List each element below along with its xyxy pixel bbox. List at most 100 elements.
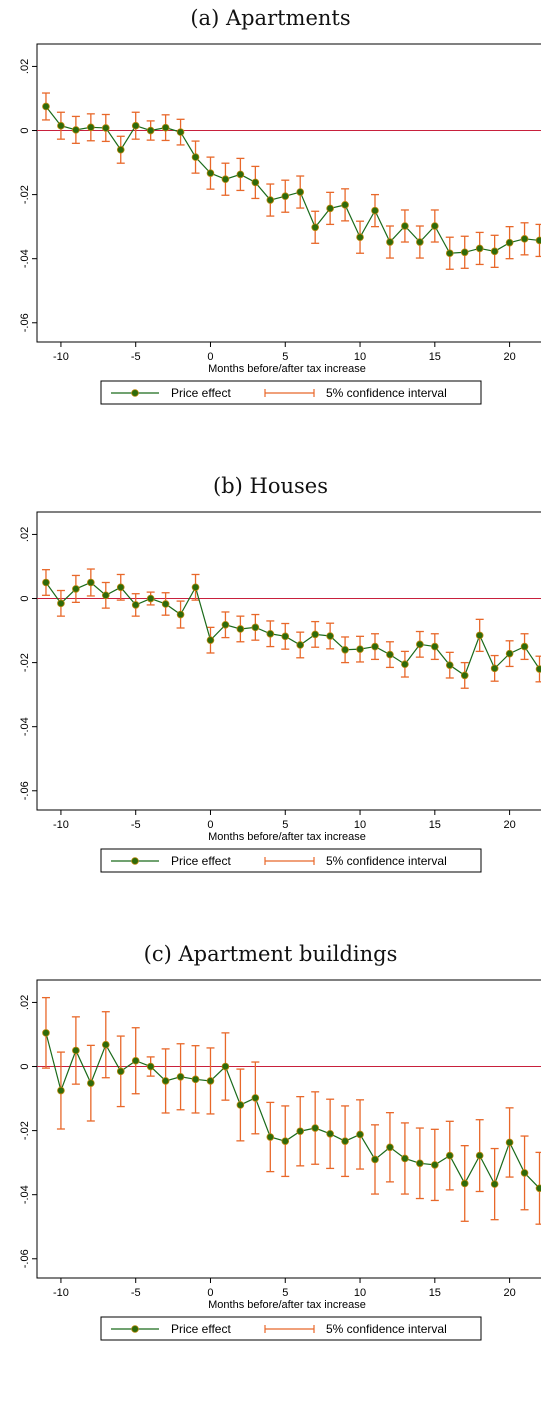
price-effect-point [87, 578, 95, 587]
price-effect-point [42, 102, 50, 111]
price-effect-point [341, 1137, 349, 1145]
y-tick-label: .02 [19, 59, 31, 74]
x-tick-label: 0 [207, 1287, 213, 1299]
price-effect-point [281, 1137, 290, 1145]
plot-area [37, 568, 541, 689]
price-effect-point [176, 128, 185, 136]
x-tick-label: 20 [503, 351, 515, 363]
y-tick-label: 0 [19, 595, 31, 601]
y-tick-label: 0 [19, 1063, 31, 1069]
panel-houses: (b) Houses .02 0 -.02 -.04 -.06 -10 -5 0 5 10 15 20… [0, 468, 541, 936]
price-effect-point [535, 665, 541, 673]
price-effect-point [490, 247, 499, 256]
price-effect-point [72, 585, 80, 593]
price-effect-point [311, 1124, 319, 1132]
price-effect-point [520, 235, 529, 243]
price-effect-point [416, 238, 424, 246]
price-effect-point [251, 178, 260, 187]
price-effect-line [45, 581, 540, 677]
x-tick-label: 20 [503, 1287, 515, 1299]
price-effect-point [311, 630, 319, 639]
legend-label-price-effect: Price effect [171, 386, 231, 400]
price-effect-point [416, 1159, 424, 1168]
price-effect-point [281, 192, 290, 201]
y-tick-label: -.02 [19, 1121, 31, 1140]
price-effect-point [101, 591, 110, 600]
price-effect-point [356, 645, 364, 653]
price-effect-point [161, 1077, 170, 1085]
price-effect-point [221, 1062, 230, 1071]
chart-apartments: .02 0 -.02 -.04 -.06 -10 -5 0 5 10 15 20 Months befo… [19, 43, 541, 405]
x-tick-label: -10 [53, 819, 69, 831]
price-effect-point [505, 649, 514, 658]
price-effect-point [460, 671, 469, 680]
chart-title: (a) Apartments [190, 6, 351, 30]
price-effect-point [42, 1029, 50, 1037]
price-effect-point [356, 233, 364, 242]
x-tick-label: 10 [354, 819, 366, 831]
chart-title: (c) Apartment buildings [143, 942, 398, 966]
y-tick-label: .02 [19, 527, 31, 542]
price-effect-point [161, 123, 170, 132]
price-effect-point [236, 170, 245, 179]
price-effect-point [535, 1184, 541, 1193]
price-effect-point [116, 1067, 125, 1076]
price-effect-point [42, 578, 50, 587]
chart-title: (b) Houses [213, 474, 328, 498]
price-effect-point [57, 599, 65, 608]
price-effect-point [460, 1179, 469, 1188]
price-effect-point [311, 223, 319, 232]
legend-label-ci: 5% confidence interval [326, 1322, 447, 1336]
price-effect-point [57, 1086, 65, 1095]
x-tick-label: 10 [354, 351, 366, 363]
price-effect-point [191, 583, 200, 592]
x-tick-label: -5 [131, 1287, 141, 1299]
y-tick-label: -.06 [19, 313, 31, 332]
plot-frame [36, 979, 541, 1279]
x-tick-label: 15 [429, 1287, 441, 1299]
x-tick-label: 5 [282, 1287, 288, 1299]
price-effect-point [131, 1056, 140, 1065]
legend-marker-swatch [131, 857, 139, 865]
price-effect-point [146, 594, 155, 603]
price-effect-point [131, 601, 140, 609]
price-effect-point [72, 1046, 80, 1055]
price-effect-point [535, 236, 541, 245]
price-effect-point [326, 632, 334, 640]
y-tick-label: -.02 [19, 653, 31, 672]
price-effect-point [57, 121, 65, 130]
price-effect-point [72, 126, 80, 134]
price-effect-point [206, 636, 215, 644]
legend: Price effect 5% confidence interval [100, 380, 482, 405]
legend-label-price-effect: Price effect [171, 854, 231, 868]
plot-area [37, 92, 541, 270]
legend-marker-swatch [131, 1325, 139, 1333]
x-tick-label: 15 [429, 819, 441, 831]
price-effect-point [475, 631, 484, 640]
price-effect-point [356, 1130, 364, 1139]
price-effect-point [401, 660, 409, 669]
price-effect-point [161, 600, 170, 608]
price-effect-point [326, 204, 334, 213]
price-effect-point [296, 1127, 305, 1136]
price-effect-point [490, 1180, 499, 1188]
legend-marker-swatch [131, 389, 139, 397]
x-tick-label: 5 [282, 819, 288, 831]
price-effect-point [386, 238, 394, 246]
price-effect-point [386, 650, 394, 659]
x-tick-label: -5 [131, 351, 141, 363]
plot-frame [36, 43, 541, 343]
x-tick-label: -5 [131, 819, 141, 831]
price-effect-point [176, 1072, 185, 1081]
price-effect-point [460, 248, 469, 257]
price-effect-point [236, 1101, 245, 1109]
price-effect-point [431, 222, 439, 230]
x-axis-label: Months before/after tax increase [208, 1299, 366, 1311]
y-tick-label: -.04 [19, 249, 31, 268]
price-effect-point [296, 188, 305, 196]
price-effect-point [401, 222, 409, 230]
price-effect-point [505, 238, 514, 247]
price-effect-point [176, 610, 185, 619]
price-effect-point [445, 661, 454, 669]
price-effect-point [490, 664, 499, 673]
